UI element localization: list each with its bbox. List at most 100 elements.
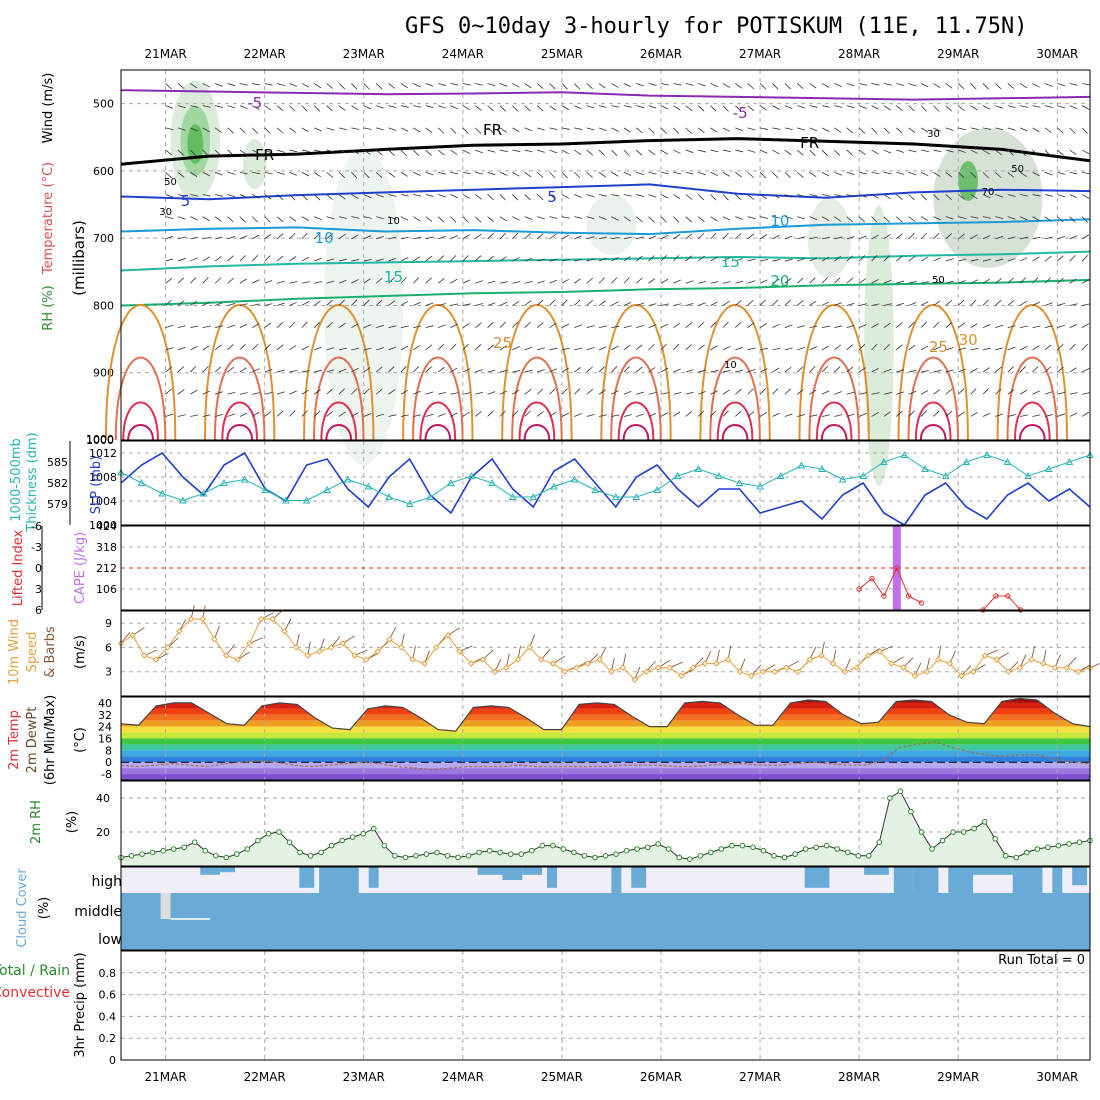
wind-barb — [314, 257, 322, 262]
wind-barb — [437, 83, 446, 86]
wind-barb — [710, 370, 719, 373]
wind-barb — [586, 194, 595, 198]
wind-barb — [227, 149, 234, 156]
date-label-bottom: 26MAR — [640, 1070, 682, 1084]
temp-tick-label: 32 — [98, 709, 112, 722]
wind-barb — [598, 127, 607, 132]
wind-barb — [227, 236, 236, 240]
rh-point — [1034, 846, 1041, 852]
wind-barb — [920, 256, 929, 262]
wind-barb — [710, 410, 717, 417]
wind-barb — [537, 258, 545, 262]
temp-band — [121, 726, 1090, 733]
wind-barb — [821, 414, 830, 417]
wind-barb — [549, 279, 558, 284]
wind-barb — [660, 105, 669, 110]
wind-barb — [512, 171, 520, 177]
wind-speed-point — [876, 648, 884, 655]
wind-barb — [549, 194, 557, 200]
wind-barb — [747, 280, 756, 284]
rh-point — [1055, 842, 1062, 849]
wind-barb — [574, 194, 582, 198]
wind-barb — [673, 368, 681, 373]
wind-barb — [1032, 277, 1039, 284]
li-tick-label: 6 — [35, 604, 42, 617]
wind-barb — [598, 216, 607, 220]
date-label-bottom: 23MAR — [343, 1070, 385, 1084]
wind-barb — [636, 105, 645, 109]
wind-barb — [759, 149, 768, 154]
wind-barb — [846, 216, 854, 223]
wind-barb — [809, 216, 818, 221]
slp-tick-label: 1012 — [89, 447, 117, 460]
wind-barb — [215, 105, 224, 108]
wind-barb — [276, 280, 285, 284]
wind-barb — [289, 410, 296, 417]
wind-barb — [945, 322, 953, 328]
wind-barb — [363, 216, 372, 219]
wind-barb — [995, 366, 1002, 373]
wind-barb — [982, 171, 989, 179]
thickness-point — [1065, 457, 1074, 465]
wind-barb — [313, 410, 321, 417]
wind-barb — [264, 171, 273, 175]
date-label-bottom: 25MAR — [541, 1070, 583, 1084]
wind-barb — [598, 149, 606, 156]
wind-barb — [289, 301, 297, 306]
wind-barb — [673, 343, 680, 351]
wind-barb — [710, 301, 718, 306]
wind-barb — [611, 325, 620, 329]
wind-barb — [809, 414, 818, 417]
rh-point — [392, 853, 398, 859]
wind-barb — [995, 83, 1002, 90]
wind-barb — [611, 127, 619, 132]
wind-barb — [896, 302, 905, 306]
wind-barb — [165, 216, 174, 220]
wind-barb — [487, 105, 494, 112]
wind-barb — [338, 411, 346, 417]
wind-barb — [1044, 149, 1051, 156]
wind-barb — [722, 346, 731, 351]
wind-barb — [735, 83, 742, 89]
rh-axis-title-b: (%) — [65, 811, 80, 834]
wind-barb — [512, 149, 521, 153]
wind-barb — [252, 149, 260, 155]
isotherm-label: 25 — [929, 338, 948, 356]
thickness-axis-title-units: Thickness (dm) — [25, 432, 40, 532]
wind-speed-point — [164, 644, 171, 651]
wind-barb — [252, 323, 260, 328]
temp-contour — [808, 356, 860, 441]
wind-barb — [376, 127, 384, 131]
wind-barb — [450, 412, 458, 417]
thickness-point — [199, 489, 208, 497]
rh-contour-label: 70 — [982, 187, 995, 198]
wind-axis-title-a: 10m Wind — [7, 619, 22, 685]
high-cloud-bar — [299, 867, 315, 888]
wind-barb — [400, 257, 409, 262]
wind-speed-point — [176, 628, 183, 635]
wind-barb — [896, 391, 905, 395]
wind-barb — [784, 324, 793, 329]
wind-barb — [896, 171, 905, 175]
temp-tick-label: 8 — [105, 744, 112, 757]
wind-barb — [363, 127, 372, 130]
wind-barb — [314, 127, 322, 132]
wind-barb — [611, 390, 619, 395]
wind-barb — [512, 300, 520, 306]
wind-barb — [698, 83, 706, 87]
wind-barb — [735, 388, 742, 395]
wind-barb — [1057, 105, 1066, 109]
wind-barb — [326, 127, 335, 131]
wind-barb — [276, 216, 284, 223]
wind-barb — [722, 194, 729, 201]
wind-barb — [326, 369, 335, 373]
wind-barb — [995, 127, 1004, 131]
wind-barb — [376, 236, 384, 240]
wind-barb — [821, 216, 830, 221]
wind-barb — [735, 216, 743, 220]
wind-barb — [710, 149, 719, 153]
rh-point — [634, 846, 640, 852]
wind-barb — [1019, 300, 1028, 306]
wind-barb — [1007, 366, 1014, 373]
